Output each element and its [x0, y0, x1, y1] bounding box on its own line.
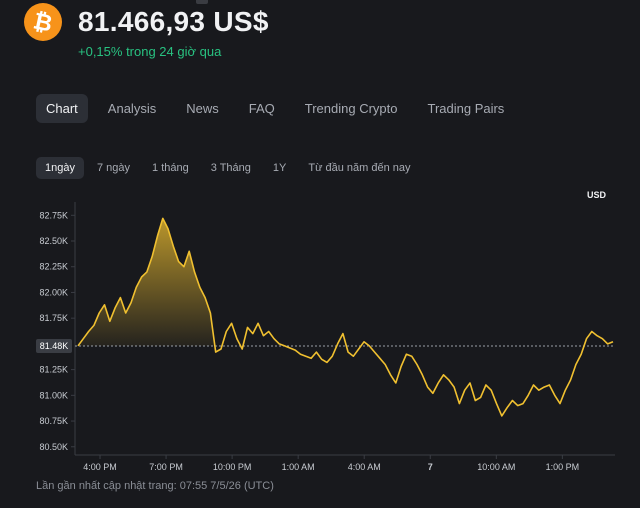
reference-label-box: [36, 338, 72, 353]
tab-trading-pairs[interactable]: Trading Pairs: [427, 101, 505, 116]
time-range-selector: 1ngày 7 ngày 1 tháng 3 Tháng 1Y Từ đầu n…: [36, 157, 424, 179]
tab-chart[interactable]: Chart: [36, 94, 88, 123]
x-tick-label: 10:00 AM: [477, 462, 515, 472]
x-tick-label: 4:00 AM: [348, 462, 381, 472]
y-tick-label: 80.50K: [39, 442, 68, 452]
price-area-fill: [78, 218, 227, 346]
tab-news[interactable]: News: [186, 101, 219, 116]
reference-price-label: 81.48K: [36, 338, 72, 353]
svg-text:₿: ₿: [31, 7, 55, 36]
reference-label-text: 81.48K: [40, 341, 69, 351]
y-tick-label: 82.25K: [39, 262, 68, 272]
x-tick-label: 4:00 PM: [83, 462, 117, 472]
y-tick-label: 82.75K: [39, 210, 68, 220]
price-chart[interactable]: 82.75K 82.50K 82.25K 82.00K 81.75K 81.25K 81.0…: [0, 200, 640, 480]
y-tick-label: 81.00K: [39, 390, 68, 400]
x-tick-label: 7:00 PM: [149, 462, 183, 472]
price-change-24h: +0,15% trong 24 giờ qua: [78, 44, 222, 59]
range-1-year[interactable]: 1Y: [272, 162, 287, 174]
last-updated-text: Lần gần nhất cập nhật trang: 07:55 7/5/2…: [36, 480, 274, 492]
tab-trending-crypto[interactable]: Trending Crypto: [304, 101, 398, 116]
section-tabs: Chart Analysis News FAQ Trending Crypto …: [36, 94, 524, 123]
y-axis-ticks: 82.75K 82.50K 82.25K 82.00K 81.75K 81.25K 81.0…: [39, 210, 75, 452]
range-1-day[interactable]: 1ngày: [36, 157, 84, 179]
y-tick-label: 81.25K: [39, 365, 68, 375]
currency-label: USD: [587, 190, 607, 200]
price-line: [77, 217, 614, 417]
x-tick-label: 7: [428, 462, 433, 472]
y-tick-label: 82.00K: [39, 287, 68, 297]
range-ytd[interactable]: Từ đầu năm đến nay: [308, 162, 411, 174]
y-tick-label: 81.75K: [39, 313, 68, 323]
tab-faq[interactable]: FAQ: [248, 101, 275, 116]
top-divider-stub: [196, 0, 208, 4]
bitcoin-glyph: ₿: [31, 7, 55, 36]
range-7-days[interactable]: 7 ngày: [96, 162, 131, 174]
x-axis-ticks: 4:00 PM 7:00 PM 10:00 PM 1:00 AM 4:00 AM 7 10:…: [83, 455, 579, 472]
x-tick-label: 1:00 PM: [546, 462, 580, 472]
y-tick-label: 80.75K: [39, 416, 68, 426]
x-tick-label: 10:00 PM: [213, 462, 252, 472]
range-3-months[interactable]: 3 Tháng: [210, 162, 251, 174]
range-1-month[interactable]: 1 tháng: [152, 162, 189, 174]
current-price: 81.466,93 US$: [78, 6, 269, 37]
bitcoin-icon: ₿: [24, 3, 62, 41]
tab-analysis[interactable]: Analysis: [107, 101, 157, 116]
x-tick-label: 1:00 AM: [282, 462, 315, 472]
y-tick-label: 82.50K: [39, 236, 68, 246]
